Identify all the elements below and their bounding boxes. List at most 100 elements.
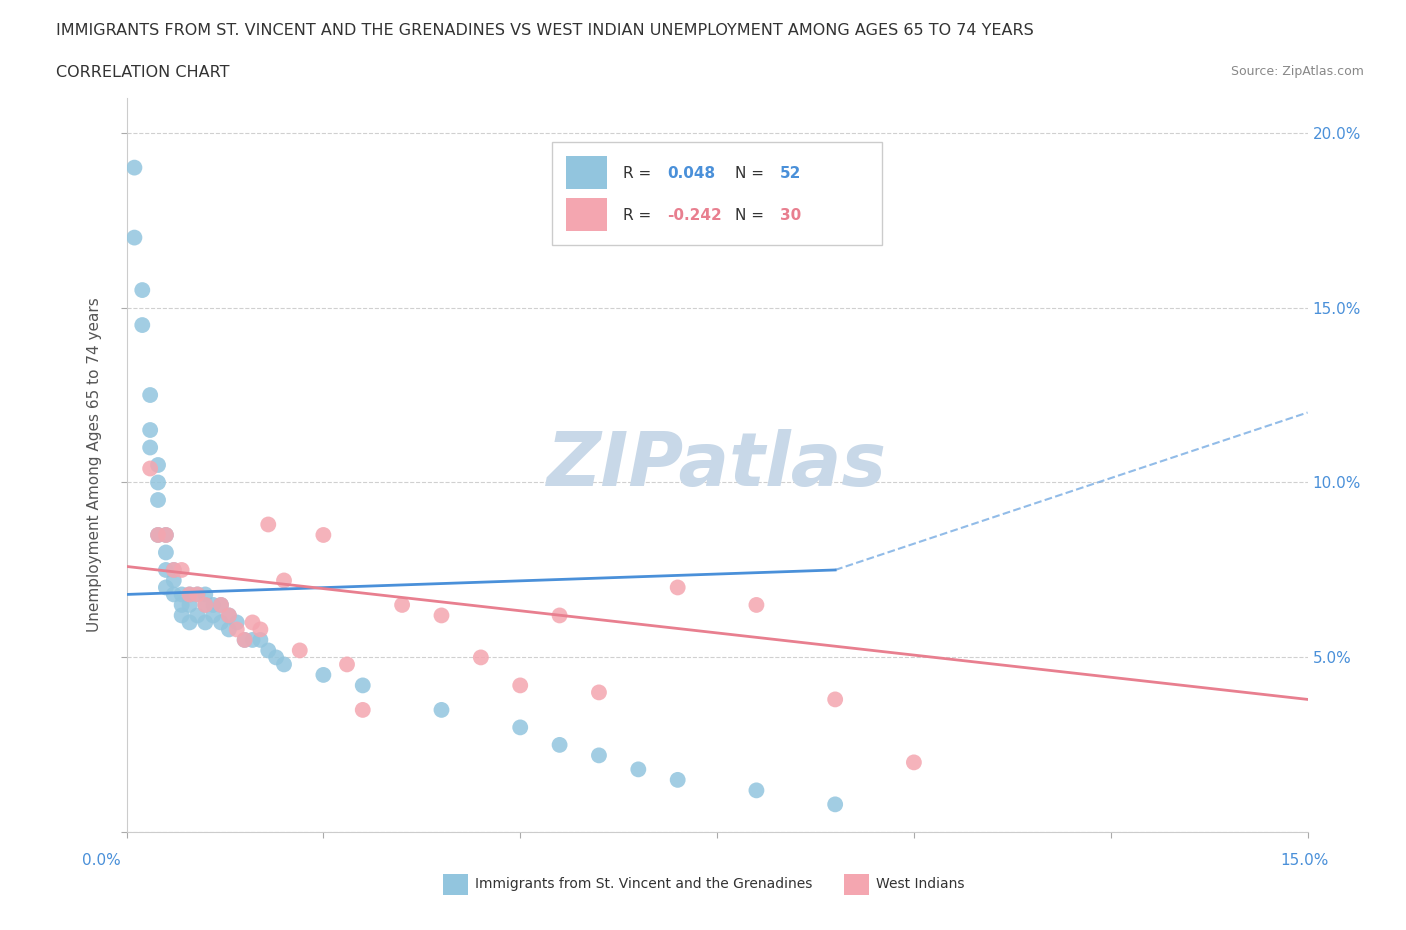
Point: [170, 563, 193, 578]
Point: [666, 773, 689, 788]
Point: [218, 608, 240, 623]
Point: [170, 587, 193, 602]
Point: [627, 762, 650, 777]
Point: [336, 657, 359, 671]
Point: [745, 597, 768, 612]
Point: [186, 587, 208, 602]
Point: [273, 573, 295, 588]
Point: [273, 657, 295, 671]
Point: [509, 720, 531, 735]
Point: [163, 563, 186, 578]
Point: [225, 622, 247, 637]
Point: [218, 608, 240, 623]
Text: R =: R =: [623, 166, 655, 180]
Point: [257, 643, 280, 658]
Point: [146, 527, 169, 542]
FancyBboxPatch shape: [565, 156, 607, 190]
Point: [163, 563, 186, 578]
Text: 15.0%: 15.0%: [1281, 853, 1329, 868]
Point: [225, 615, 247, 630]
Text: N =: N =: [735, 207, 769, 222]
Point: [146, 475, 169, 490]
Point: [202, 608, 225, 623]
Point: [155, 527, 177, 542]
Point: [186, 608, 208, 623]
Point: [139, 388, 162, 403]
Point: [233, 632, 256, 647]
Point: [155, 580, 177, 595]
Point: [312, 527, 335, 542]
Point: [186, 587, 208, 602]
Text: 30: 30: [780, 207, 801, 222]
Point: [209, 615, 232, 630]
Text: 0.0%: 0.0%: [82, 853, 121, 868]
Point: [155, 563, 177, 578]
Text: -0.242: -0.242: [668, 207, 723, 222]
Point: [903, 755, 925, 770]
Text: IMMIGRANTS FROM ST. VINCENT AND THE GRENADINES VS WEST INDIAN UNEMPLOYMENT AMONG: IMMIGRANTS FROM ST. VINCENT AND THE GREN…: [56, 23, 1033, 38]
Point: [179, 587, 201, 602]
Point: [264, 650, 287, 665]
Text: CORRELATION CHART: CORRELATION CHART: [56, 65, 229, 80]
Point: [249, 622, 271, 637]
Point: [163, 573, 186, 588]
Point: [430, 608, 453, 623]
Text: 0.048: 0.048: [668, 166, 716, 180]
Point: [209, 597, 232, 612]
Point: [124, 160, 146, 175]
Point: [391, 597, 413, 612]
Point: [666, 580, 689, 595]
Point: [194, 597, 217, 612]
Point: [146, 458, 169, 472]
Point: [146, 527, 169, 542]
Point: [548, 608, 571, 623]
Point: [179, 597, 201, 612]
Point: [588, 685, 610, 700]
Point: [588, 748, 610, 763]
Point: [209, 597, 232, 612]
Text: West Indians: West Indians: [876, 877, 965, 892]
Text: Source: ZipAtlas.com: Source: ZipAtlas.com: [1230, 65, 1364, 78]
Point: [312, 668, 335, 683]
FancyBboxPatch shape: [565, 198, 607, 232]
Point: [139, 440, 162, 455]
FancyBboxPatch shape: [551, 141, 883, 245]
Point: [170, 608, 193, 623]
Text: 52: 52: [780, 166, 801, 180]
Point: [509, 678, 531, 693]
Point: [155, 545, 177, 560]
Point: [179, 587, 201, 602]
Point: [288, 643, 311, 658]
Point: [124, 230, 146, 245]
Point: [218, 622, 240, 637]
Text: N =: N =: [735, 166, 769, 180]
Point: [257, 517, 280, 532]
Point: [745, 783, 768, 798]
Point: [352, 702, 374, 717]
Point: [163, 587, 186, 602]
Point: [242, 615, 264, 630]
Point: [824, 692, 846, 707]
Text: Immigrants from St. Vincent and the Grenadines: Immigrants from St. Vincent and the Gren…: [475, 877, 813, 892]
Point: [170, 597, 193, 612]
Point: [242, 632, 264, 647]
Point: [233, 632, 256, 647]
Point: [155, 527, 177, 542]
Point: [146, 493, 169, 508]
Text: R =: R =: [623, 207, 655, 222]
Y-axis label: Unemployment Among Ages 65 to 74 years: Unemployment Among Ages 65 to 74 years: [87, 298, 103, 632]
Text: ZIPatlas: ZIPatlas: [547, 429, 887, 501]
Point: [139, 461, 162, 476]
Point: [548, 737, 571, 752]
Point: [824, 797, 846, 812]
Point: [131, 283, 153, 298]
Point: [194, 615, 217, 630]
Point: [249, 632, 271, 647]
Point: [194, 597, 217, 612]
Point: [194, 587, 217, 602]
Point: [131, 318, 153, 333]
Point: [352, 678, 374, 693]
Point: [179, 615, 201, 630]
Point: [139, 422, 162, 437]
Point: [202, 597, 225, 612]
